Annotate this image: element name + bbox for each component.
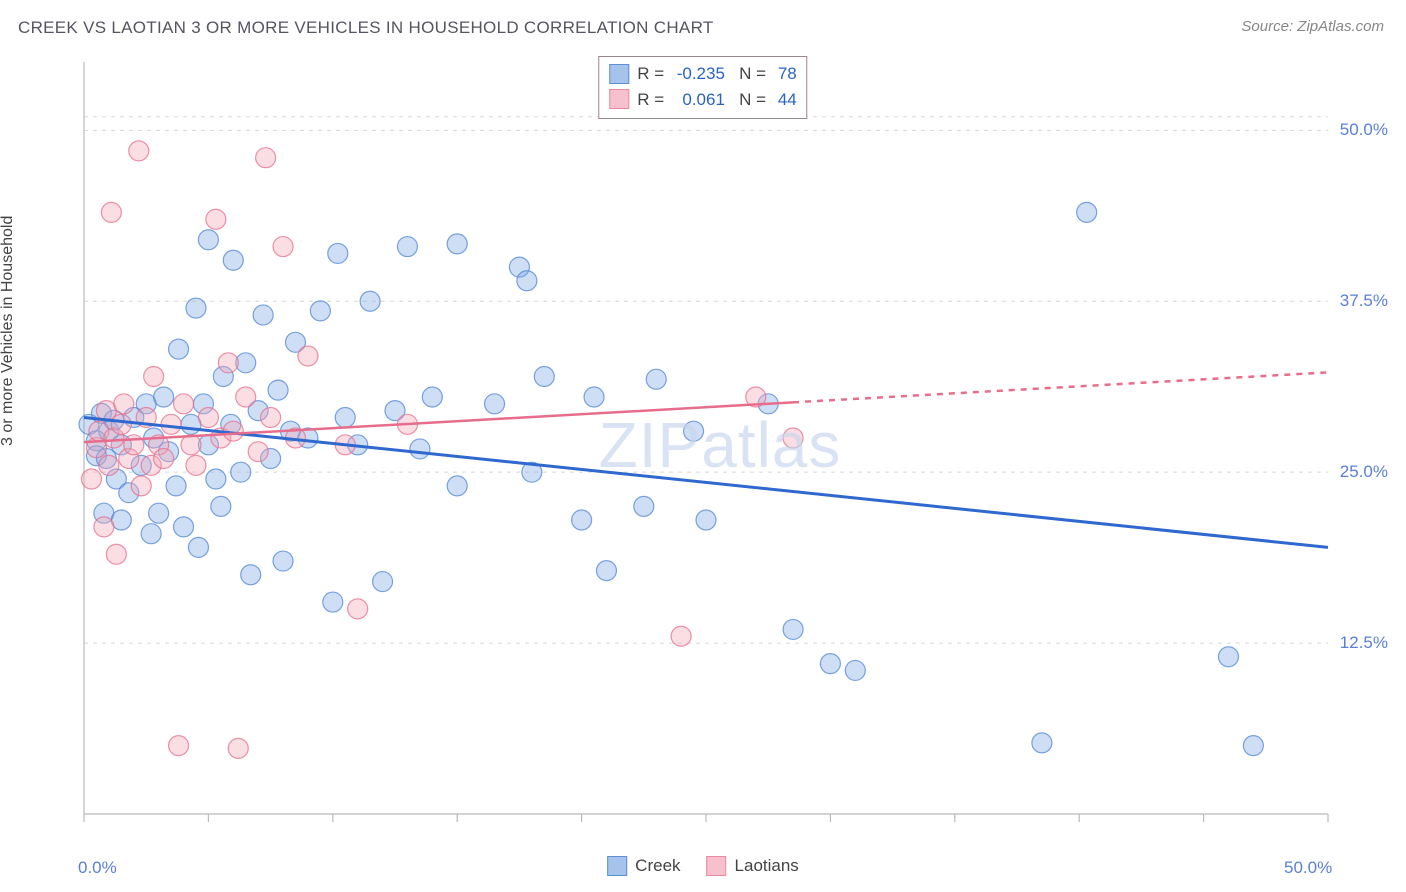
source-prefix: Source: <box>1241 18 1297 35</box>
legend-swatch <box>609 64 629 84</box>
y-tick-label: 25.0% <box>1340 462 1388 482</box>
stat-row: R = -0.235 N = 78 <box>609 61 796 87</box>
plot-area: ZIPatlas <box>50 56 1390 866</box>
chart-title: CREEK VS LAOTIAN 3 OR MORE VEHICLES IN H… <box>18 18 714 38</box>
y-axis-label: 3 or more Vehicles in Household <box>0 216 17 446</box>
stat-row: R = 0.061 N = 44 <box>609 87 796 113</box>
x-tick-label: 0.0% <box>78 858 117 878</box>
source-name: ZipAtlas.com <box>1297 18 1384 35</box>
x-tick-label: 50.0% <box>1284 858 1332 878</box>
legend-item: Laotians <box>707 856 799 876</box>
legend-label: Creek <box>635 856 680 876</box>
legend-swatch <box>607 856 627 876</box>
stat-text: R = 0.061 N = 44 <box>637 87 796 113</box>
legend-swatch <box>707 856 727 876</box>
y-tick-label: 50.0% <box>1340 120 1388 140</box>
legend-item: Creek <box>607 856 680 876</box>
legend-label: Laotians <box>735 856 799 876</box>
stat-text: R = -0.235 N = 78 <box>637 61 796 87</box>
y-tick-label: 37.5% <box>1340 291 1388 311</box>
series-legend: Creek Laotians <box>607 856 799 876</box>
scatter-chart-svg <box>50 56 1390 866</box>
y-tick-label: 12.5% <box>1340 633 1388 653</box>
source-attribution: Source: ZipAtlas.com <box>1241 18 1384 35</box>
legend-swatch <box>609 89 629 109</box>
correlation-stats-box: R = -0.235 N = 78R = 0.061 N = 44 <box>598 56 807 119</box>
